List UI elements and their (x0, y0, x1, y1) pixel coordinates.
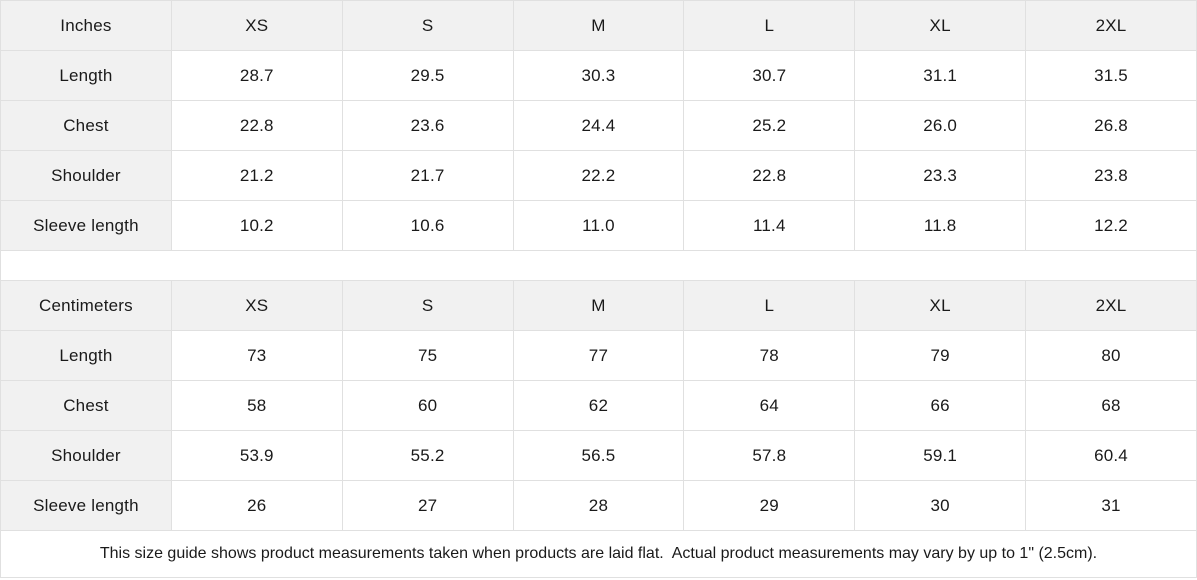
value-cell: 58 (170, 380, 343, 431)
table-row: Length 28.7 29.5 30.3 30.7 31.1 31.5 (0, 50, 1197, 101)
value-cell: 75 (341, 330, 514, 381)
value-cell: 27 (341, 480, 514, 531)
table-row: Sleeve length 26 27 28 29 30 31 (0, 480, 1197, 531)
value-cell: 29 (683, 480, 856, 531)
value-cell: 22.8 (170, 100, 343, 151)
value-cell: 10.2 (170, 200, 343, 251)
value-cell: 11.4 (683, 200, 856, 251)
inches-table: Inches XS S M L XL 2XL Length 28.7 29.5 … (0, 0, 1197, 251)
size-guide-note: This size guide shows product measuremen… (0, 531, 1197, 578)
value-cell: 68 (1025, 380, 1197, 431)
value-cell: 21.2 (170, 150, 343, 201)
value-cell: 31 (1025, 480, 1197, 531)
row-label: Sleeve length (0, 480, 172, 531)
value-cell: 79 (854, 330, 1027, 381)
value-cell: 60.4 (1025, 430, 1197, 481)
row-label: Shoulder (0, 150, 172, 201)
size-header-cell: L (683, 0, 856, 51)
table-row: Length 73 75 77 78 79 80 (0, 330, 1197, 381)
row-label: Chest (0, 380, 172, 431)
value-cell: 31.5 (1025, 50, 1197, 101)
value-cell: 26.0 (854, 100, 1027, 151)
centimeters-header-row: Centimeters XS S M L XL 2XL (0, 280, 1197, 331)
value-cell: 12.2 (1025, 200, 1197, 251)
value-cell: 77 (512, 330, 685, 381)
unit-header-cell: Inches (0, 0, 172, 51)
value-cell: 28.7 (170, 50, 343, 101)
value-cell: 24.4 (512, 100, 685, 151)
table-row: Sleeve length 10.2 10.6 11.0 11.4 11.8 1… (0, 200, 1197, 251)
row-label: Chest (0, 100, 172, 151)
row-label: Shoulder (0, 430, 172, 481)
table-gap (0, 251, 1197, 280)
size-header-cell: XS (170, 280, 343, 331)
value-cell: 57.8 (683, 430, 856, 481)
size-header-cell: 2XL (1025, 0, 1197, 51)
value-cell: 10.6 (341, 200, 514, 251)
table-row: Shoulder 21.2 21.7 22.2 22.8 23.3 23.8 (0, 150, 1197, 201)
value-cell: 23.8 (1025, 150, 1197, 201)
value-cell: 30.3 (512, 50, 685, 101)
value-cell: 56.5 (512, 430, 685, 481)
row-label: Length (0, 50, 172, 101)
value-cell: 80 (1025, 330, 1197, 381)
size-header-cell: XS (170, 0, 343, 51)
row-label: Length (0, 330, 172, 381)
inches-header-row: Inches XS S M L XL 2XL (0, 0, 1197, 51)
value-cell: 25.2 (683, 100, 856, 151)
value-cell: 55.2 (341, 430, 514, 481)
value-cell: 22.8 (683, 150, 856, 201)
value-cell: 53.9 (170, 430, 343, 481)
size-header-cell: XL (854, 0, 1027, 51)
size-header-cell: 2XL (1025, 280, 1197, 331)
value-cell: 22.2 (512, 150, 685, 201)
value-cell: 11.8 (854, 200, 1027, 251)
size-header-cell: S (341, 0, 514, 51)
unit-header-cell: Centimeters (0, 280, 172, 331)
value-cell: 11.0 (512, 200, 685, 251)
value-cell: 21.7 (341, 150, 514, 201)
value-cell: 26 (170, 480, 343, 531)
value-cell: 66 (854, 380, 1027, 431)
value-cell: 30 (854, 480, 1027, 531)
value-cell: 26.8 (1025, 100, 1197, 151)
centimeters-table: Centimeters XS S M L XL 2XL Length 73 75… (0, 280, 1197, 531)
value-cell: 59.1 (854, 430, 1027, 481)
size-header-cell: S (341, 280, 514, 331)
value-cell: 62 (512, 380, 685, 431)
table-row: Shoulder 53.9 55.2 56.5 57.8 59.1 60.4 (0, 430, 1197, 481)
value-cell: 30.7 (683, 50, 856, 101)
value-cell: 23.3 (854, 150, 1027, 201)
size-header-cell: L (683, 280, 856, 331)
value-cell: 73 (170, 330, 343, 381)
value-cell: 23.6 (341, 100, 514, 151)
value-cell: 60 (341, 380, 514, 431)
value-cell: 28 (512, 480, 685, 531)
size-header-cell: XL (854, 280, 1027, 331)
value-cell: 64 (683, 380, 856, 431)
size-header-cell: M (512, 280, 685, 331)
value-cell: 31.1 (854, 50, 1027, 101)
row-label: Sleeve length (0, 200, 172, 251)
value-cell: 78 (683, 330, 856, 381)
table-row: Chest 22.8 23.6 24.4 25.2 26.0 26.8 (0, 100, 1197, 151)
table-row: Chest 58 60 62 64 66 68 (0, 380, 1197, 431)
value-cell: 29.5 (341, 50, 514, 101)
size-header-cell: M (512, 0, 685, 51)
